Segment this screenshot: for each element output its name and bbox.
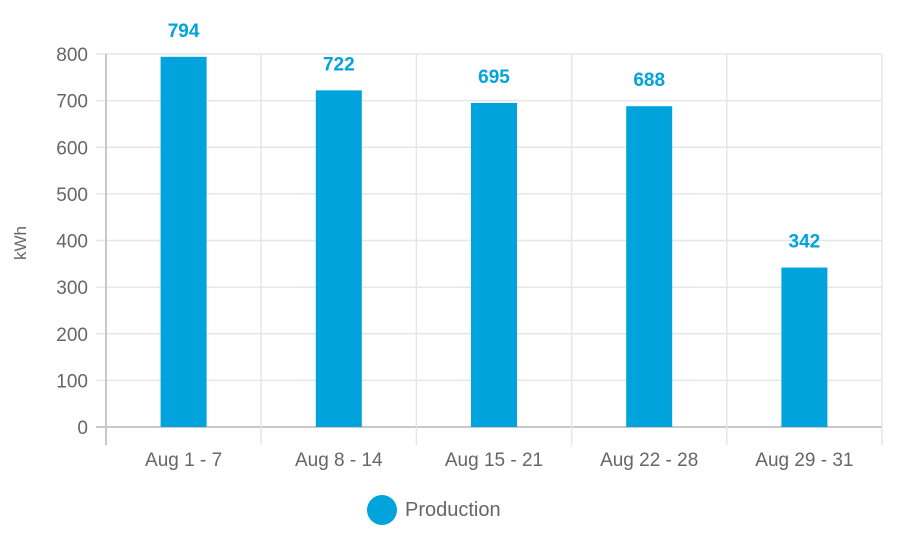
y-tick-label: 0 xyxy=(77,418,88,439)
data-label: 794 xyxy=(168,21,200,42)
y-tick-label: 100 xyxy=(56,371,88,392)
legend[interactable]: Production xyxy=(367,494,501,526)
y-tick-label: 300 xyxy=(56,278,88,299)
data-label: 695 xyxy=(478,67,510,88)
y-tick-label: 800 xyxy=(56,45,88,66)
data-label: 688 xyxy=(633,70,665,91)
legend-swatch-icon xyxy=(367,495,397,525)
legend-label-production: Production xyxy=(405,498,501,521)
data-label: 722 xyxy=(323,54,355,75)
y-tick-label: 700 xyxy=(56,92,88,113)
y-tick-label: 200 xyxy=(56,325,88,346)
x-tick-label: Aug 8 - 14 xyxy=(295,450,383,471)
y-tick-label: 600 xyxy=(56,138,88,159)
y-tick-label: 500 xyxy=(56,185,88,206)
y-tick-label: 400 xyxy=(56,232,88,253)
data-label: 342 xyxy=(789,232,821,253)
x-tick-label: Aug 15 - 21 xyxy=(445,450,543,471)
bar[interactable] xyxy=(781,267,828,427)
bar[interactable] xyxy=(315,90,362,428)
x-tick-label: Aug 29 - 31 xyxy=(755,450,853,471)
x-tick-label: Aug 1 - 7 xyxy=(145,450,222,471)
bar[interactable] xyxy=(160,56,207,428)
x-tick-label: Aug 22 - 28 xyxy=(600,450,698,471)
bar[interactable] xyxy=(471,102,517,428)
y-axis-label: kWh xyxy=(11,226,30,260)
bar[interactable] xyxy=(626,106,673,427)
